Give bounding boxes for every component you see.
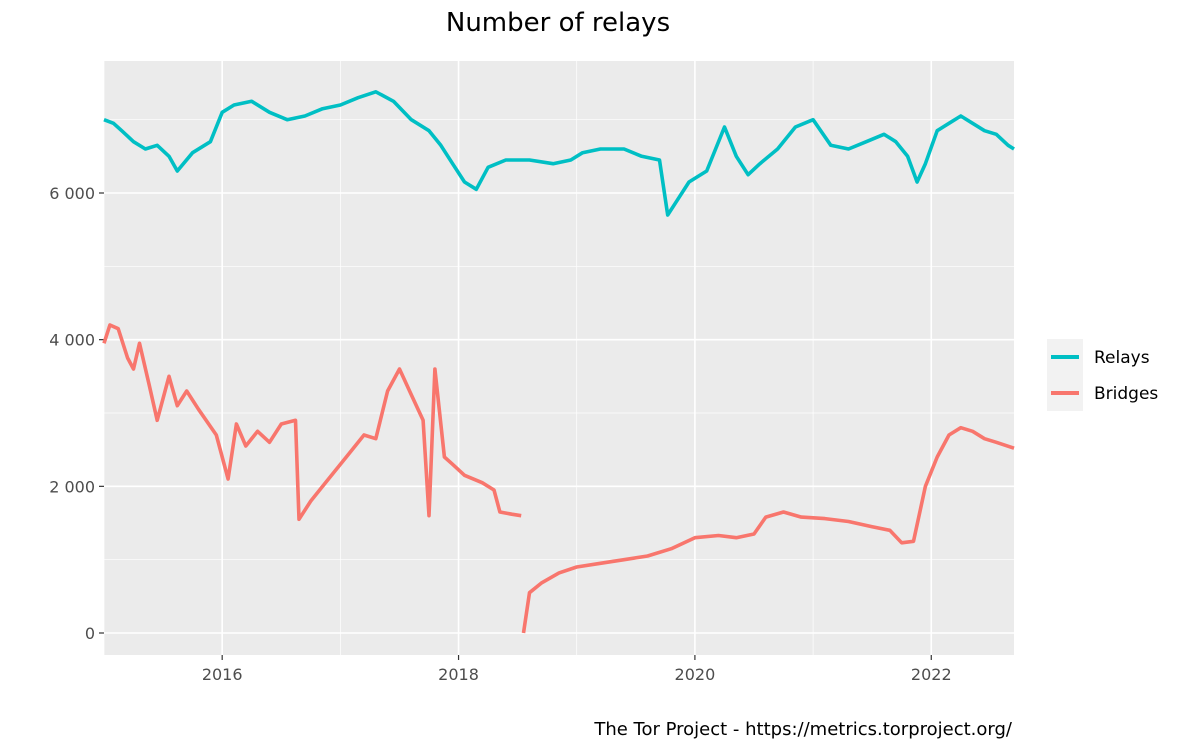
plot-panel (104, 61, 1014, 655)
y-tick-label: 6 000 (49, 184, 95, 203)
legend: Relays Bridges (1047, 339, 1158, 411)
y-tick-label: 2 000 (49, 477, 95, 496)
y-tick-label: 4 000 (49, 331, 95, 350)
x-tick-label: 2018 (438, 665, 479, 684)
x-tick-label: 2016 (202, 665, 243, 684)
x-tick-label: 2020 (675, 665, 716, 684)
major-gridlines (104, 61, 1014, 655)
legend-label-bridges: Bridges (1094, 384, 1158, 404)
y-axis: 0 2 000 4 000 6 000 (49, 184, 104, 643)
x-tick-label: 2022 (911, 665, 952, 684)
x-axis: 2016 2018 2020 2022 (202, 655, 952, 684)
series-line-relays (103, 90, 1015, 217)
chart-title: Number of relays (446, 8, 670, 38)
y-tick-label: 0 (85, 624, 95, 643)
legend-label-relays: Relays (1094, 348, 1150, 368)
series-lines (102, 90, 1015, 634)
chart-caption: The Tor Project - https://metrics.torpro… (593, 719, 1013, 740)
series-line-bridges (102, 323, 1015, 634)
